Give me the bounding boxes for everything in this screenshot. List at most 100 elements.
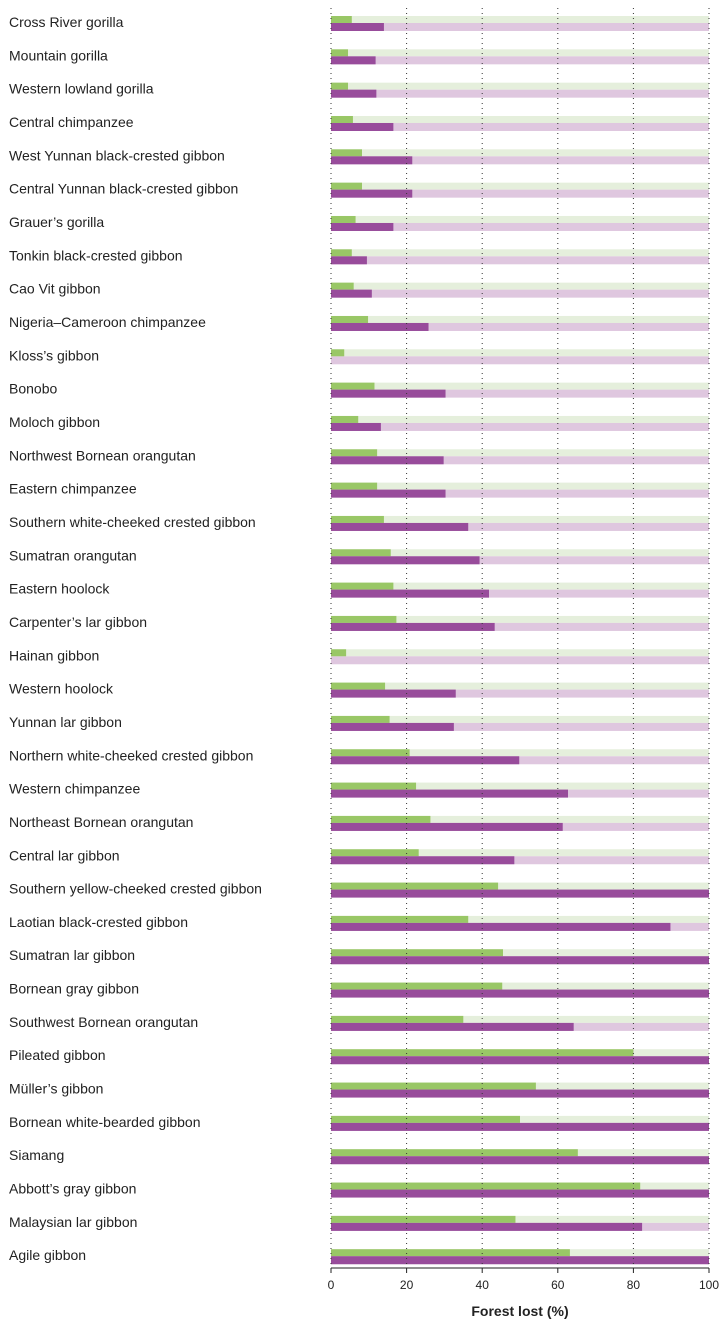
bar-series2 [331,956,709,965]
bar-series2 [331,422,381,431]
bar-track-series1 [331,349,709,357]
bar-track-series2 [331,222,709,231]
bar-track-series2 [331,522,709,531]
x-tick-label: 40 [476,1278,490,1292]
category-label: Central lar gibbon [9,847,120,863]
bar-track-series2 [331,589,709,598]
bar-series2 [331,589,490,598]
category-label: Tonkin black-crested gibbon [9,247,183,263]
bar-track-series1 [331,1015,709,1023]
category-label: Western lowland gorilla [9,81,154,97]
bar-series2 [331,389,446,398]
bar-series1 [331,1049,634,1057]
category-label: Southwest Bornean orangutan [9,1014,198,1030]
category-label: Eastern hoolock [9,581,110,597]
category-label: West Yunnan black-crested gibbon [9,147,225,163]
bar-series1 [331,415,359,423]
category-label: Mountain gorilla [9,47,108,63]
x-tick-label: 60 [551,1278,565,1292]
x-tick-label: 80 [627,1278,641,1292]
bar-series2 [331,189,413,198]
bar-series1 [331,982,503,990]
bar-series1 [331,315,369,323]
category-label: Eastern chimpanzee [9,481,137,497]
bar-series2 [331,789,569,798]
bar-track-series1 [331,82,709,90]
category-label: Kloss’s gibbon [9,347,99,363]
bar-series2 [331,989,709,998]
bar-track-series2 [331,356,709,365]
category-label: Cao Vit gibbon [9,281,101,297]
bar-series2 [331,722,454,731]
category-label: Agile gibbon [9,1247,86,1263]
bar-track-series1 [331,115,709,123]
bar-track-series1 [331,849,709,857]
category-label: Western hoolock [9,681,114,697]
x-axis: 0 20 40 60 80 100 [328,8,719,1292]
bar-series1 [331,782,417,790]
bar-track-series1 [331,315,709,323]
bar-series2 [331,556,480,565]
bar-series1 [331,849,419,857]
bar-series1 [331,749,410,757]
bar-track-series2 [331,156,709,165]
category-label: Bornean gray gibbon [9,981,139,997]
bar-series1 [331,449,378,457]
bar-series1 [331,549,391,557]
bar-series1 [331,1215,516,1223]
bar-track-series1 [331,382,709,390]
bar-track-series1 [331,149,709,157]
bar-track-series1 [331,249,709,257]
bar-track-series1 [331,715,709,723]
bar-series1 [331,715,390,723]
bar-series1 [331,582,394,590]
bar-series1 [331,182,362,190]
bar-track-series1 [331,749,709,757]
bar-series2 [331,889,709,898]
bar-series2 [331,322,429,331]
bar-series1 [331,49,349,57]
bar-track-series2 [331,656,709,665]
bar-series1 [331,515,384,523]
bar-series1 [331,615,397,623]
bar-series1 [331,149,362,157]
bar-series2 [331,1089,709,1098]
bar-track-series1 [331,682,709,690]
bar-series2 [331,756,520,765]
x-axis-title: Forest lost (%) [471,1303,568,1319]
bar-track-series2 [331,756,709,765]
bar-track-series2 [331,422,709,431]
bar-series2 [331,89,377,98]
category-label: Cross River gorilla [9,14,124,30]
bar-track-series1 [331,182,709,190]
bar-series2 [331,289,372,298]
bar-track-series1 [331,49,709,57]
category-label: Central Yunnan black-crested gibbon [9,181,238,197]
bar-track-series1 [331,215,709,223]
bar-series1 [331,1115,520,1123]
bar-track-series2 [331,189,709,198]
bar-series1 [331,1015,464,1023]
bar-track-series1 [331,515,709,523]
bar-track-series2 [331,322,709,331]
bar-series2 [331,1222,643,1231]
bar-track-series1 [331,282,709,290]
bar-track-series1 [331,882,709,890]
bar-series1 [331,349,345,357]
category-label: Northwest Bornean orangutan [9,447,196,463]
bar-track-series2 [331,689,709,698]
category-label: Southern white-cheeked crested gibbon [9,514,256,530]
category-label: Laotian black-crested gibbon [9,914,188,930]
bar-series2 [331,489,446,498]
bar-series1 [331,282,354,290]
bar-series1 [331,82,349,90]
bar-series1 [331,882,499,890]
category-label: Hainan gibbon [9,647,99,663]
bar-track-series2 [331,256,709,265]
bar-track-series2 [331,856,709,865]
bar-series2 [331,156,413,165]
bar-track-series1 [331,949,709,957]
category-label: Bornean white-bearded gibbon [9,1114,200,1130]
